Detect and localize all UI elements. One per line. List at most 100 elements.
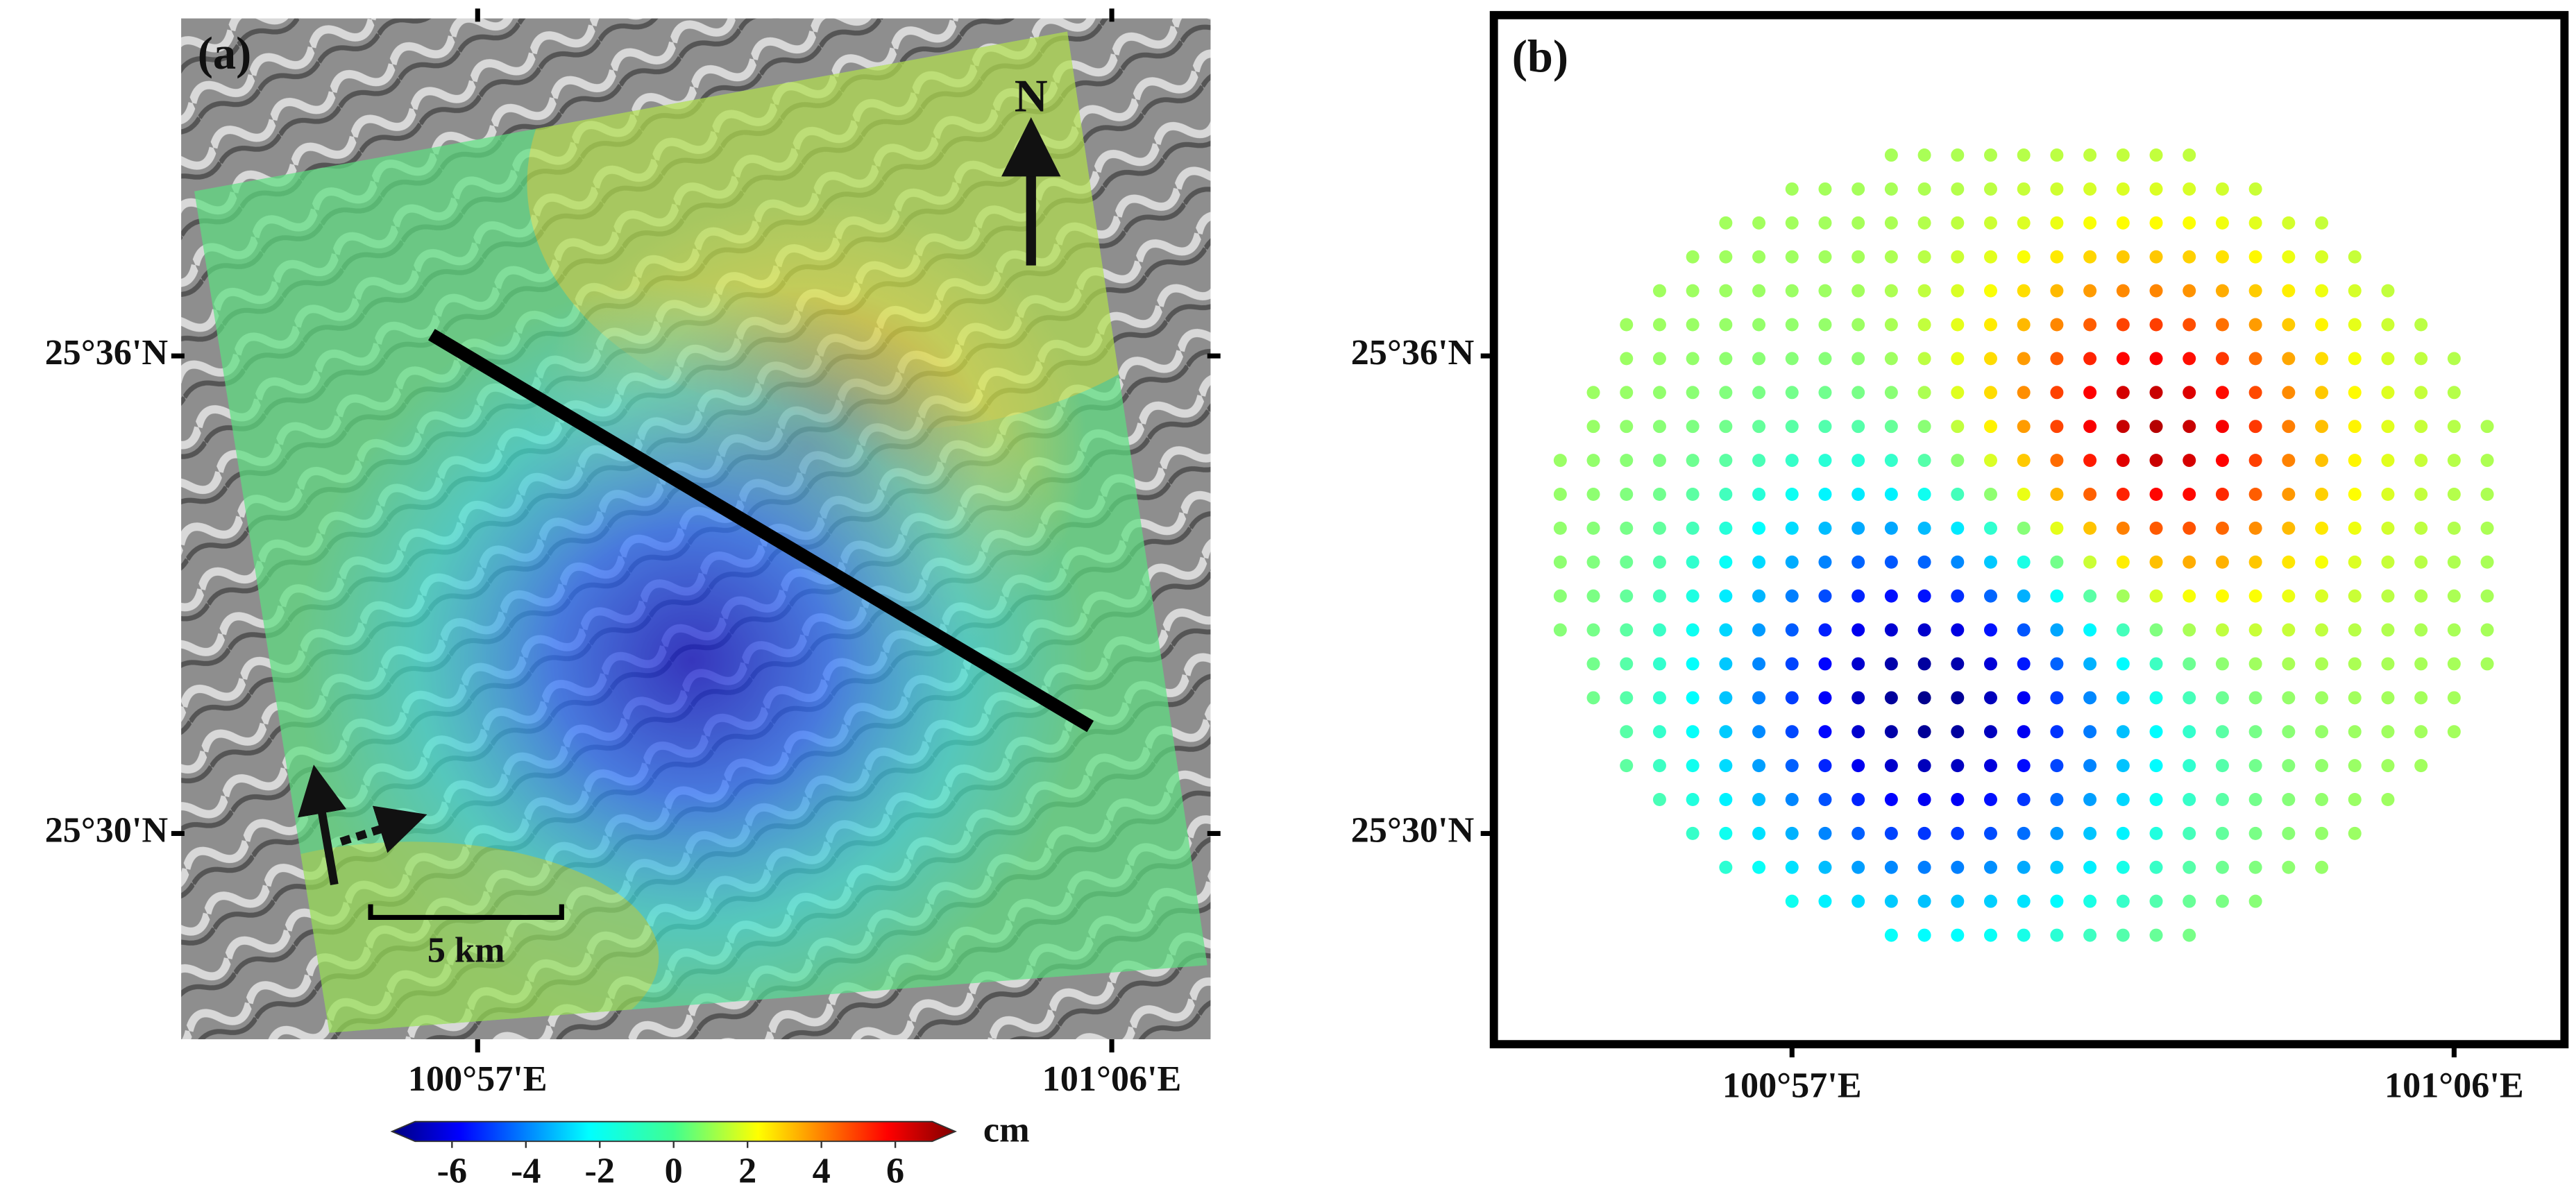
sample-point [1951,487,1965,501]
sample-point [2315,487,2329,501]
sample-point [1884,454,1898,468]
sample-point [2017,318,2031,332]
sample-point [1951,420,1965,434]
sample-point [2348,318,2362,332]
sample-point [1586,657,1600,671]
sample-point [1983,623,1997,637]
sample-point [1620,555,1634,569]
sample-point [2149,691,2163,705]
sample-point [1852,250,1865,264]
sample-point [2183,148,2196,162]
sample-point [1884,894,1898,908]
sample-point [2414,555,2428,569]
sample-point [1852,894,1865,908]
sample-point [2315,623,2329,637]
sample-point [2116,420,2130,434]
sample-point [2050,894,2064,908]
sample-point [1652,284,1666,298]
sample-point [1917,182,1931,196]
sample-point [2116,454,2130,468]
sample-point [2381,793,2395,806]
sample-point [2315,250,2329,264]
sample-point [1686,759,1700,773]
sample-point [1951,555,1965,569]
sample-point [2183,894,2196,908]
sample-point [1951,759,1965,773]
sample-point [2348,826,2362,840]
sample-point [1951,284,1965,298]
sample-point [2282,420,2296,434]
sample-point [1852,860,1865,874]
sample-point [1884,148,1898,162]
sample-point [1983,826,1997,840]
sample-point [2083,454,2097,468]
sample-point [2183,826,2196,840]
sample-point [2116,555,2130,569]
sample-point [2348,691,2362,705]
sample-point [2414,386,2428,400]
sample-point [2149,759,2163,773]
sample-point [2315,216,2329,230]
sample-point [2215,318,2229,332]
sample-point [1719,691,1733,705]
sample-point [2348,725,2362,739]
sample-point [1884,284,1898,298]
sample-point [1752,691,1766,705]
sample-point [2050,589,2064,603]
sample-point [1686,657,1700,671]
sample-point [1852,318,1865,332]
sample-point [2315,318,2329,332]
sample-point [1586,623,1600,637]
sample-point [1818,589,1832,603]
sample-point [2183,759,2196,773]
sample-point [1652,623,1666,637]
sample-point [2447,725,2461,739]
sample-point [1686,555,1700,569]
sample-point [1553,487,1567,501]
sample-point [1917,521,1931,535]
sample-point [2282,250,2296,264]
sample-point [2215,521,2229,535]
sample-point [1983,657,1997,671]
sample-point [1818,860,1832,874]
sample-point [2083,894,2097,908]
sample-point [1818,826,1832,840]
sample-point [1719,725,1733,739]
sample-point [2381,487,2395,501]
sample-point [2050,318,2064,332]
sample-point [2183,725,2196,739]
sample-point [1884,759,1898,773]
sample-point [2348,284,2362,298]
sample-point [1818,725,1832,739]
sample-point [1719,454,1733,468]
sample-point [1818,487,1832,501]
sample-point [2050,725,2064,739]
sample-point [2215,454,2229,468]
sample-point [1917,725,1931,739]
sample-point [1686,250,1700,264]
sample-point [1983,894,1997,908]
sample-point [1620,759,1634,773]
sample-point [2116,487,2130,501]
sample-point [1752,657,1766,671]
sample-point [2315,759,2329,773]
sample-point [2149,386,2163,400]
sample-point [1917,420,1931,434]
sample-point [2480,487,2494,501]
sample-point [2017,386,2031,400]
sample-point [2381,521,2395,535]
sample-point [2149,182,2163,196]
sample-point [2282,860,2296,874]
sample-point [2381,759,2395,773]
sample-point [1752,284,1766,298]
sample-point [2248,657,2262,671]
sample-point [2083,250,2097,264]
sample-point [1884,318,1898,332]
sample-point [2315,793,2329,806]
sample-point [2017,826,2031,840]
lon-label: 100°57'E [1722,1065,1862,1105]
sample-point [1983,860,1997,874]
sample-point [2215,250,2229,264]
sample-point [2215,284,2229,298]
sample-point [2149,352,2163,366]
